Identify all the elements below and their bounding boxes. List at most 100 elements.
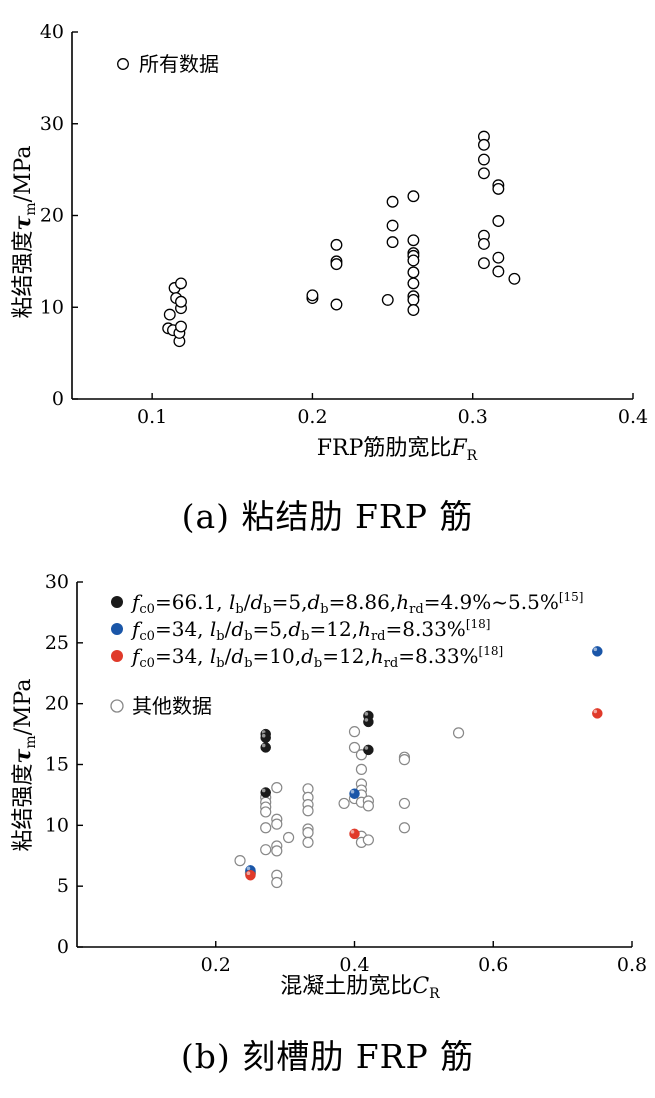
legend-marker-all [117, 58, 129, 70]
data-point-highlight [261, 788, 266, 793]
data-point [362, 800, 374, 812]
chart-b-panel: 0 5 10 15 20 25 30 0.2 0.4 0.6 0.8 粘结强度τm/MPa 混凝土肋… [0, 560, 655, 1098]
chart-a-panel: 0 10 20 30 40 0.1 0.2 0.3 0.4 所有数据 粘结强度τm/MPa FRP… [0, 0, 655, 540]
x-tick-label: 0.3 [458, 406, 488, 428]
data-point [407, 293, 420, 306]
y-tick-label: 30 [40, 113, 64, 135]
data-point [492, 215, 505, 227]
data-point [398, 754, 411, 766]
chart-b-ylabel: 粘结强度τm/MPa [10, 679, 39, 852]
data-point-highlight [261, 743, 266, 748]
data-point [271, 818, 283, 830]
data-point [245, 869, 256, 881]
legend-marker-ref18a [111, 623, 123, 635]
data-point [381, 293, 394, 306]
data-point [407, 277, 420, 290]
data-point [492, 265, 505, 278]
data-point [362, 834, 374, 846]
data-point [330, 238, 343, 251]
data-point [349, 828, 360, 840]
data-point [175, 295, 187, 308]
x-tick-label: 0.1 [137, 406, 167, 428]
chart-a-ylabel: 粘结强度τm/MPa [10, 146, 39, 319]
data-point [508, 272, 521, 285]
data-point [348, 726, 361, 738]
data-point [452, 727, 465, 739]
data-point [271, 876, 283, 889]
y-tick-label: 40 [40, 21, 64, 43]
data-point-highlight [593, 647, 598, 652]
data-point [175, 320, 187, 333]
y-tick-label: 0 [52, 388, 64, 410]
y-tick-label: 5 [57, 875, 69, 897]
data-point-highlight [246, 866, 251, 871]
data-point [398, 822, 411, 834]
data-point [260, 822, 272, 834]
data-point [282, 831, 295, 844]
data-point [477, 237, 490, 250]
data-point [260, 806, 272, 818]
legend-label-ref18a: fc0=34, lb/db=5,db=12,hrd=8.33%[18] [130, 617, 490, 644]
data-point-highlight [364, 718, 369, 722]
legend-entry-ref18a: fc0=34, lb/db=5,db=12,hrd=8.33%[18] [111, 617, 490, 644]
data-point [330, 298, 343, 311]
chart-a-legend: 所有数据 [117, 52, 219, 76]
data-point [260, 732, 271, 743]
x-tick-label: 0.4 [339, 954, 369, 976]
data-point-highlight [350, 830, 355, 834]
x-tick-label: 0.2 [297, 406, 327, 428]
data-point [592, 646, 603, 657]
data-point [592, 708, 603, 719]
data-point-highlight [350, 789, 355, 794]
legend-label-all: 所有数据 [139, 52, 219, 76]
data-point [234, 855, 246, 867]
data-point [398, 797, 411, 810]
y-tick-label: 25 [45, 632, 69, 654]
data-point [302, 836, 314, 848]
chart-b-legend: fc0=66.1, lb/db=5,db=8.86,hrd=4.9%~5.5%[… [110, 590, 583, 718]
y-tick-label: 20 [45, 693, 69, 715]
data-point [348, 741, 361, 754]
data-point [407, 304, 420, 316]
data-point [492, 182, 505, 195]
data-point-highlight [364, 712, 369, 716]
legend-entry-ref15: fc0=66.1, lb/db=5,db=8.86,hrd=4.9%~5.5%[… [111, 590, 583, 617]
chart-b: 0 5 10 15 20 25 30 0.2 0.4 0.6 0.8 粘结强度τm/MPa 混凝土肋… [10, 571, 647, 1002]
data-point [338, 797, 350, 810]
data-point [175, 277, 187, 290]
legend-marker-ref18b [111, 650, 123, 662]
data-point [302, 805, 314, 817]
data-point [260, 787, 271, 798]
data-point [363, 744, 374, 756]
data-point [492, 251, 505, 264]
legend-label-ref15: fc0=66.1, lb/db=5,db=8.86,hrd=4.9%~5.5%[… [130, 590, 583, 617]
legend-entry-others: 其他数据 [110, 694, 212, 718]
legend-marker-ref15 [111, 596, 123, 608]
y-tick-label: 20 [40, 205, 64, 227]
data-point [407, 266, 420, 279]
chart-b-caption: (b) 刻槽肋 FRP 筋 [180, 1037, 475, 1076]
x-tick-label: 0.4 [618, 406, 648, 428]
data-point [386, 236, 399, 249]
chart-a: 0 10 20 30 40 0.1 0.2 0.3 0.4 所有数据 粘结强度τm/MPa FRP… [10, 21, 648, 464]
data-point [407, 254, 420, 267]
data-point [163, 308, 176, 321]
data-point [271, 845, 283, 857]
data-point [407, 190, 420, 203]
chart-a-caption: (a) 粘结肋 FRP 筋 [181, 497, 474, 536]
data-point [386, 195, 399, 208]
legend-marker-others [110, 699, 124, 713]
data-point [477, 138, 490, 151]
legend-entry-ref18b: fc0=34, lb/db=10,db=12,hrd=8.33%[18] [111, 644, 503, 671]
data-point-highlight [261, 733, 266, 738]
legend-label-ref18b: fc0=34, lb/db=10,db=12,hrd=8.33%[18] [130, 644, 503, 671]
data-point [349, 788, 360, 799]
data-point [355, 763, 368, 775]
chart-b-xlabel: 混凝土肋宽比CR [280, 974, 440, 1002]
x-tick-label: 0.6 [478, 954, 508, 976]
data-point [477, 257, 490, 270]
data-point [260, 742, 271, 753]
y-tick-label: 0 [57, 936, 69, 958]
y-tick-label: 10 [40, 296, 64, 318]
data-point [260, 844, 272, 856]
